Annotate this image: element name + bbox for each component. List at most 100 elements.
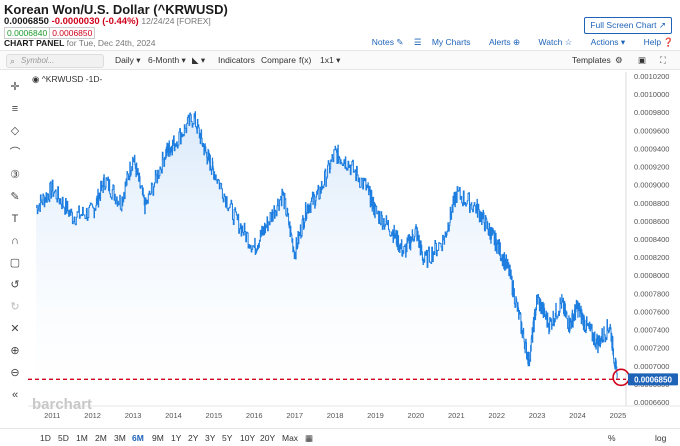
period-button-9m[interactable]: 9M <box>152 433 164 443</box>
period-button-1d[interactable]: 1D <box>40 433 51 443</box>
y-tick-label: 0.0009200 <box>634 163 669 172</box>
last-price-box <box>628 373 678 386</box>
pattern-icon[interactable]: ⌒ <box>9 147 21 159</box>
shapes-icon[interactable]: ◇ <box>10 125 20 137</box>
period-button-10y[interactable]: 10Y <box>240 433 256 443</box>
layout-dropdown[interactable]: 1x1 ▾ <box>320 55 341 65</box>
panel-date: for Tue, Dec 24th, 2024 <box>66 38 156 48</box>
quote-meta: 12/24/24 [FOREX] <box>141 16 211 26</box>
period-dropdown[interactable]: 6-Month ▾ <box>148 55 186 65</box>
y-tick-label: 0.0007200 <box>634 344 669 353</box>
y-tick-label: 0.0009000 <box>634 181 669 190</box>
period-button-20y[interactable]: 20Y <box>260 433 276 443</box>
period-button-6m[interactable]: 6M <box>132 433 144 443</box>
symbol-search-input[interactable]: ⌕ Symbol... <box>6 54 104 68</box>
price-chart[interactable]: 0.0010200 0.0010000 0.0009800 0.0009600 0.00… <box>28 72 680 428</box>
elliott-wave-icon[interactable]: ③ <box>10 169 20 181</box>
quote-line: 0.0006850 -0.0000030 (-0.44%) 12/24/24 [… <box>4 16 211 27</box>
period-button-5d[interactable]: 5D <box>58 433 69 443</box>
x-tick-label: 2024 <box>569 411 586 420</box>
series-line <box>36 111 618 380</box>
period-button-2m[interactable]: 2M <box>95 433 107 443</box>
scale-percent-button[interactable]: % <box>608 433 616 443</box>
y-tick-label: 0.0008000 <box>634 271 669 280</box>
x-tick-label: 2023 <box>529 411 546 420</box>
y-tick-label: 0.0009400 <box>634 144 669 153</box>
y-tick-label: 0.0009600 <box>634 126 669 135</box>
y-tick-label: 0.0010200 <box>634 72 669 81</box>
header-links: Notes ✎ ☰ My Charts Alerts ⊕ Watch ☆ Act… <box>356 37 674 48</box>
series-area <box>36 111 618 402</box>
period-button-2y[interactable]: 2Y <box>188 433 199 443</box>
y-tick-label: 0.0007800 <box>634 289 669 298</box>
barchart-watermark: barchart <box>32 396 93 413</box>
period-button-1m[interactable]: 1M <box>76 433 88 443</box>
zoom-in-icon[interactable]: ⊕ <box>10 345 20 357</box>
fullscreen-icon[interactable]: ⛶ <box>660 55 666 65</box>
indicators-button[interactable]: Indicators <box>218 55 255 65</box>
y-tick-label: 0.0007000 <box>634 362 669 371</box>
full-screen-chart-button[interactable]: Full Screen Chart ↗ <box>584 17 672 34</box>
fx-button[interactable]: f(x) <box>299 55 312 65</box>
y-tick-label: 0.0010000 <box>634 90 669 99</box>
collapse-icon[interactable]: « <box>11 389 19 401</box>
text-icon[interactable]: T <box>11 213 19 225</box>
chart-panel-label: CHART PANEL for Tue, Dec 24th, 2024 <box>4 38 156 48</box>
chart-header: Korean Won/U.S. Dollar (^KRWUSD) 0.00068… <box>0 0 680 50</box>
period-button-3y[interactable]: 3Y <box>205 433 216 443</box>
notes-link[interactable]: Notes ✎ <box>371 37 404 47</box>
drawing-tools-sidebar: ✛ ≡ ◇ ⌒ ③ ✎ T ∩ ▢ ↺ ↻ ✕ ⊕ ⊖ « <box>0 72 28 432</box>
eye-icon[interactable]: ◉ <box>32 74 40 84</box>
x-tick-label: 2015 <box>206 411 223 420</box>
bid-price: 0.0006840 <box>4 27 51 39</box>
templates-button[interactable]: Templates <box>572 55 611 65</box>
y-tick-label: 0.0006600 <box>634 398 669 407</box>
alerts-link[interactable]: Alerts ⊕ <box>488 37 521 47</box>
y-tick-label: 0.0008800 <box>634 199 669 208</box>
redo-icon[interactable]: ↻ <box>10 301 20 313</box>
x-tick-label: 2021 <box>448 411 465 420</box>
x-tick-label: 2019 <box>367 411 384 420</box>
y-tick-label: 0.0007600 <box>634 307 669 316</box>
zoom-out-icon[interactable]: ⊖ <box>10 367 20 379</box>
period-button-max[interactable]: Max <box>282 433 299 443</box>
x-tick-label: 2012 <box>84 411 101 420</box>
lock-icon[interactable]: ▢ <box>9 257 21 269</box>
full-screen-label: Full Screen Chart <box>590 20 657 30</box>
scale-log-button[interactable]: log <box>655 433 667 443</box>
actions-link[interactable]: Actions ▾ <box>590 37 626 47</box>
search-icon: ⌕ <box>10 56 16 66</box>
period-button-1y[interactable]: 1Y <box>171 433 182 443</box>
trash-icon[interactable]: ✕ <box>10 323 20 335</box>
magnet-icon[interactable]: ∩ <box>11 235 19 247</box>
price-chart-svg: 0.0010200 0.0010000 0.0009800 0.0009600 0.00… <box>28 72 680 420</box>
panel-title: CHART PANEL <box>4 38 65 48</box>
compare-button[interactable]: Compare <box>261 55 296 65</box>
y-tick-label: 0.0008200 <box>634 253 669 262</box>
chart-type-button[interactable]: ◣ ▾ <box>192 55 206 65</box>
period-button-5y[interactable]: 5Y <box>222 433 233 443</box>
x-tick-label: 2020 <box>408 411 425 420</box>
period-button-3m[interactable]: 3M <box>114 433 126 443</box>
watch-link[interactable]: Watch ☆ <box>538 37 573 47</box>
camera-icon[interactable]: ▣ <box>638 55 647 65</box>
calendar-icon[interactable]: ▦ <box>305 433 314 443</box>
y-tick-label: 0.0008400 <box>634 235 669 244</box>
frequency-dropdown[interactable]: Daily ▾ <box>115 55 141 65</box>
help-link[interactable]: Help ❓ <box>643 37 674 47</box>
page-title: Korean Won/U.S. Dollar (^KRWUSD) <box>4 2 228 17</box>
chart-legend: ◉ ^KRWUSD -1D- <box>32 74 102 85</box>
last-price-tag: 0.0006850 <box>634 375 672 384</box>
x-tick-label: 2014 <box>165 411 182 420</box>
y-tick-label: 0.0007400 <box>634 326 669 335</box>
crosshair-icon[interactable]: ✛ <box>10 81 20 93</box>
gear-icon[interactable]: ⚙ <box>615 55 623 65</box>
expand-icon: ↗ <box>658 20 666 30</box>
x-tick-label: 2022 <box>488 411 505 420</box>
undo-icon[interactable]: ↺ <box>10 279 20 291</box>
brush-icon[interactable]: ✎ <box>10 191 20 203</box>
ask-price: 0.0006850 <box>50 27 96 39</box>
fibonacci-icon[interactable]: ≡ <box>11 103 19 115</box>
my-charts-link[interactable]: ☰ My Charts <box>413 37 471 47</box>
price-change: -0.0000030 (-0.44%) <box>51 16 139 27</box>
